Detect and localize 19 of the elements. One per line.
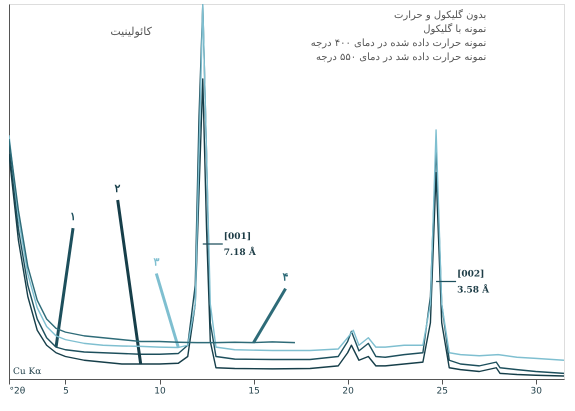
annotation: نمونه حرارت داده شده در دمای ۴۰۰ درجه: [310, 38, 486, 49]
x-tick-label: 20: [342, 386, 354, 396]
text: ۲: [114, 182, 121, 195]
annotation: [001] 7.18 Å: [224, 232, 257, 258]
annotation: بدون گلیکول و حرارت: [394, 9, 486, 21]
x-tick-label: 25: [436, 386, 448, 396]
annotation: نمونه با گلیکول: [423, 23, 486, 35]
x-tick-label: 15: [248, 386, 260, 396]
text: ۳: [153, 256, 160, 268]
annotation: [002] 3.58 Å: [457, 270, 490, 296]
annotation: Cu Kα: [13, 367, 42, 377]
text: ۱: [70, 210, 76, 224]
x-tick-label: °2θ: [10, 386, 26, 396]
x-tick-label: 30: [530, 386, 542, 396]
x-tick-label: 5: [63, 386, 69, 396]
text: کائولینیت: [110, 25, 153, 38]
annotation: نمونه حرارت داده شد در دمای ۵۵۰ درجه: [316, 52, 486, 63]
text: ۴: [282, 270, 289, 284]
x-tick-label: 10: [154, 386, 166, 396]
